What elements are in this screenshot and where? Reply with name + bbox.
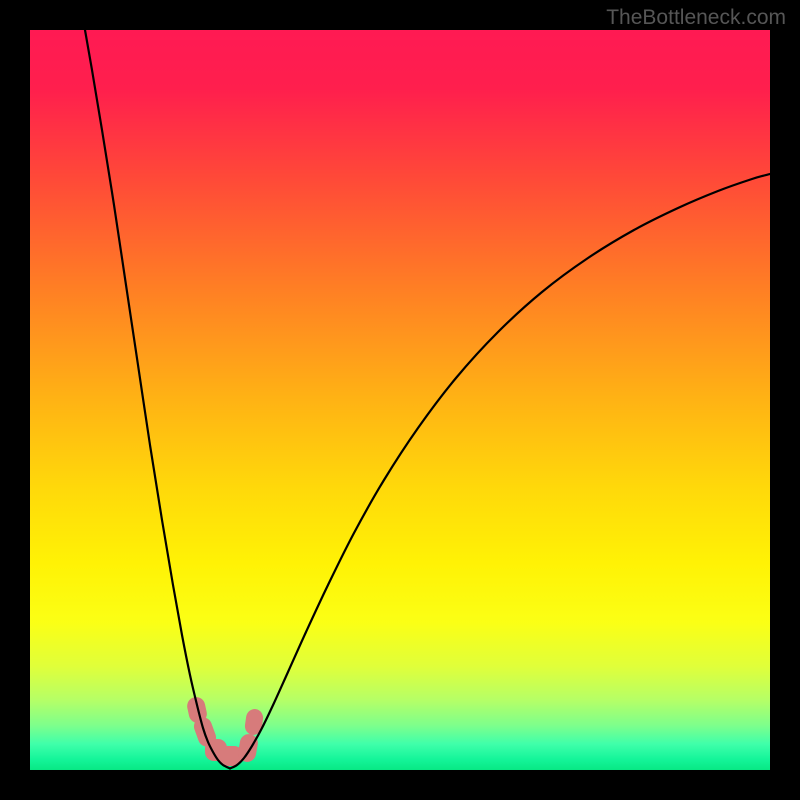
watermark-label: TheBottleneck.com: [606, 6, 786, 30]
gradient-background: [30, 30, 770, 770]
chart-svg: [30, 30, 770, 770]
plot-area: [30, 30, 770, 770]
chart-container: TheBottleneck.com: [0, 0, 800, 800]
